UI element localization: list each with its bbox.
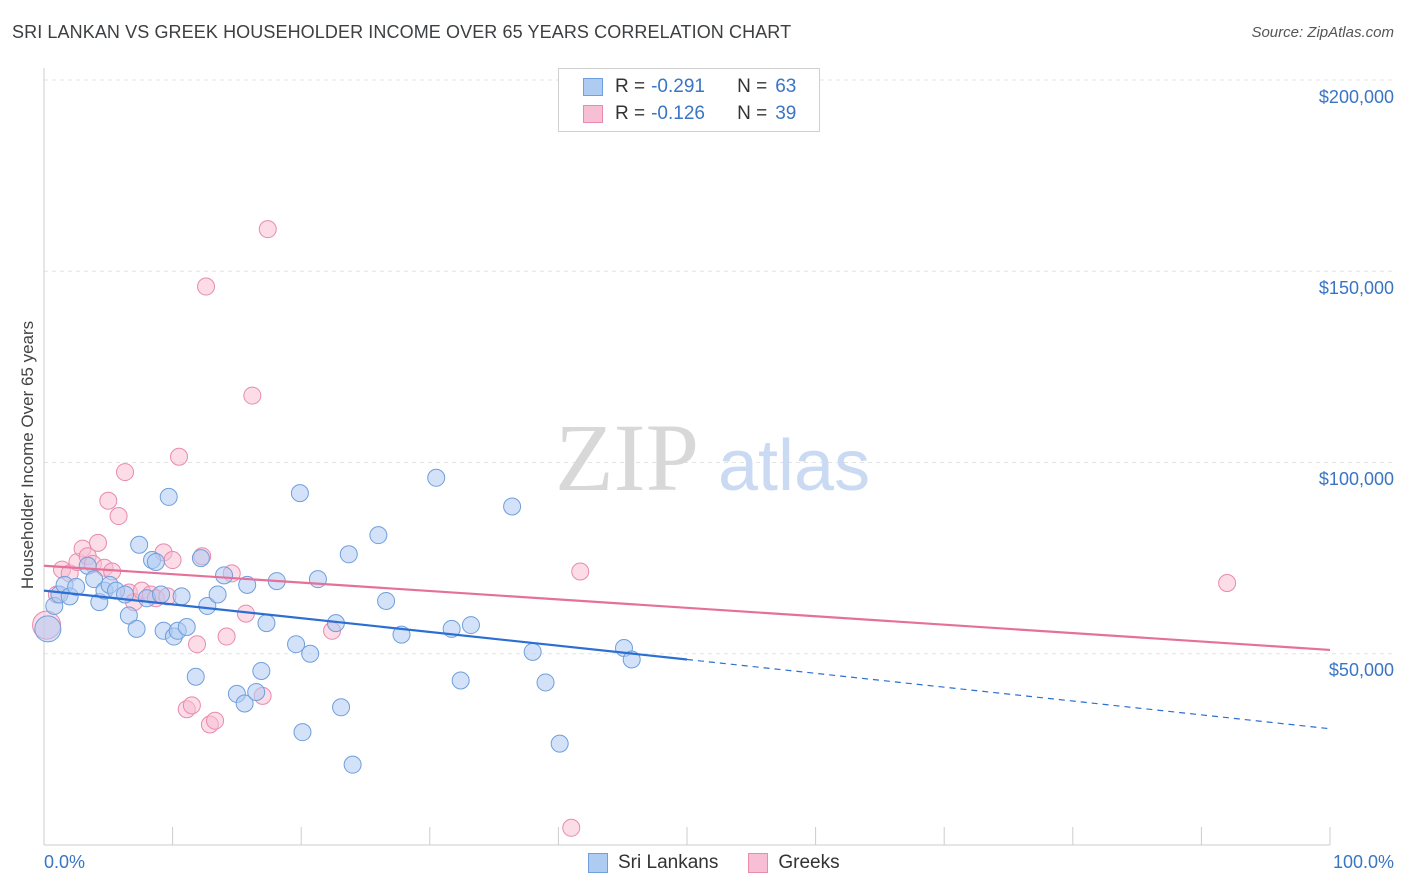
gridlines bbox=[44, 79, 1394, 655]
sri-lankans-points bbox=[34, 468, 641, 774]
greeks-point bbox=[89, 533, 108, 552]
legend-item-greeks[interactable]: Greeks bbox=[748, 852, 840, 874]
legend-n-value: 63 bbox=[775, 76, 797, 97]
legend-label: Greeks bbox=[778, 852, 840, 873]
y-tick-label: $50,000 bbox=[1328, 660, 1394, 680]
sri-lankans-point bbox=[290, 484, 309, 503]
sri-lankans-point bbox=[238, 575, 257, 594]
sri-lankans-point bbox=[287, 635, 306, 654]
greeks-point bbox=[258, 220, 277, 239]
sri-lankans-point bbox=[198, 596, 217, 615]
y-tick-label: $200,000 bbox=[1318, 87, 1394, 107]
legend-n-label: N = bbox=[737, 76, 768, 97]
greeks-point bbox=[182, 696, 201, 715]
sri-lankans-point bbox=[159, 487, 178, 506]
axes bbox=[43, 68, 1331, 846]
legend-label: Sri Lankans bbox=[618, 852, 719, 873]
greeks-point bbox=[109, 507, 128, 526]
greeks-point bbox=[243, 386, 262, 405]
sri-lankans-point bbox=[67, 577, 86, 596]
sri-lankans-point bbox=[235, 694, 254, 713]
sri-lankans-point bbox=[34, 615, 62, 643]
chart-title: SRI LANKAN VS GREEK HOUSEHOLDER INCOME O… bbox=[12, 22, 792, 42]
legend-r-value: -0.126 bbox=[651, 103, 705, 124]
sri-lankans-point bbox=[172, 587, 191, 606]
legend-n-value: 39 bbox=[775, 103, 797, 124]
legend-swatch-blue bbox=[588, 853, 608, 873]
y-tick-label: $150,000 bbox=[1318, 278, 1394, 298]
sri-lankans-trend-line bbox=[43, 589, 688, 661]
greeks-point bbox=[1218, 573, 1237, 592]
y-tick-label: $100,000 bbox=[1318, 469, 1394, 489]
legend-item-sri-lankans[interactable]: Sri Lankans bbox=[588, 852, 718, 874]
greeks-points bbox=[32, 220, 1237, 837]
legend-row-sri-lankans: R = -0.291 N = 63 bbox=[583, 75, 796, 99]
x-tick-label-max: 100.0% bbox=[1332, 852, 1394, 872]
sri-lankans-point bbox=[427, 468, 446, 487]
sri-lankans-point bbox=[461, 616, 480, 635]
greeks-point bbox=[197, 277, 216, 296]
sri-lankans-point bbox=[130, 535, 149, 554]
trend-lines bbox=[43, 564, 1331, 730]
source-label: Source: ZipAtlas.com bbox=[1251, 24, 1394, 41]
greeks-point bbox=[116, 463, 135, 482]
greeks-point bbox=[163, 551, 182, 570]
x-tick-label-min: 0.0% bbox=[44, 852, 86, 872]
sri-lankans-point bbox=[377, 591, 396, 610]
legend-r-label: R = bbox=[615, 76, 646, 97]
legend-swatch-pink bbox=[748, 853, 769, 873]
watermark: ZIP atlas bbox=[555, 404, 870, 511]
greeks-point bbox=[99, 491, 118, 510]
series-legend: Sri Lankans Greeks bbox=[588, 852, 870, 874]
sri-lankans-point bbox=[119, 606, 138, 625]
greeks-point bbox=[217, 627, 236, 646]
greeks-point bbox=[188, 635, 207, 654]
legend-row-greeks: R = -0.126 N = 39 bbox=[583, 102, 796, 126]
sri-lankans-point bbox=[257, 614, 276, 633]
sri-lankans-point bbox=[622, 650, 641, 669]
sri-lankans-point bbox=[127, 619, 146, 638]
legend-swatch-blue bbox=[583, 78, 603, 96]
sri-lankans-point bbox=[503, 497, 522, 516]
legend-n-label: N = bbox=[737, 103, 768, 124]
sri-lankans-point bbox=[332, 698, 351, 717]
sri-lankans-point bbox=[293, 723, 312, 742]
sri-lankans-point bbox=[208, 585, 227, 604]
correlation-legend: R = -0.291 N = 63 R = -0.126 N = 39 bbox=[558, 68, 820, 132]
sri-lankans-point bbox=[247, 683, 266, 701]
sri-lankans-point bbox=[252, 661, 271, 680]
sri-lankans-point bbox=[177, 617, 196, 636]
sri-lankans-trend-extension bbox=[686, 658, 1331, 730]
greeks-point bbox=[571, 562, 590, 581]
watermark-atlas: atlas bbox=[718, 426, 870, 506]
sri-lankans-point bbox=[550, 734, 569, 753]
sri-lankans-point bbox=[343, 755, 362, 774]
greeks-point bbox=[170, 447, 189, 466]
legend-r-label: R = bbox=[615, 103, 646, 124]
sri-lankans-point bbox=[191, 549, 210, 568]
sri-lankans-point bbox=[339, 545, 358, 564]
sri-lankans-point bbox=[369, 526, 388, 545]
greeks-trend-line bbox=[43, 564, 1331, 652]
watermark-zip: ZIP bbox=[555, 404, 699, 511]
sri-lankans-point bbox=[536, 673, 555, 692]
sri-lankans-point bbox=[523, 642, 542, 661]
greeks-point bbox=[562, 818, 581, 837]
sri-lankans-point bbox=[215, 566, 234, 585]
sri-lankans-point bbox=[301, 644, 320, 663]
sri-lankans-point bbox=[146, 552, 165, 571]
legend-swatch-pink bbox=[583, 105, 603, 123]
sri-lankans-point bbox=[152, 585, 171, 604]
legend-r-value: -0.291 bbox=[651, 76, 705, 97]
sri-lankans-point bbox=[186, 667, 205, 686]
sri-lankans-point bbox=[451, 671, 470, 690]
greeks-point bbox=[206, 711, 225, 730]
y-axis-label: Householder Income Over 65 years bbox=[18, 320, 37, 590]
